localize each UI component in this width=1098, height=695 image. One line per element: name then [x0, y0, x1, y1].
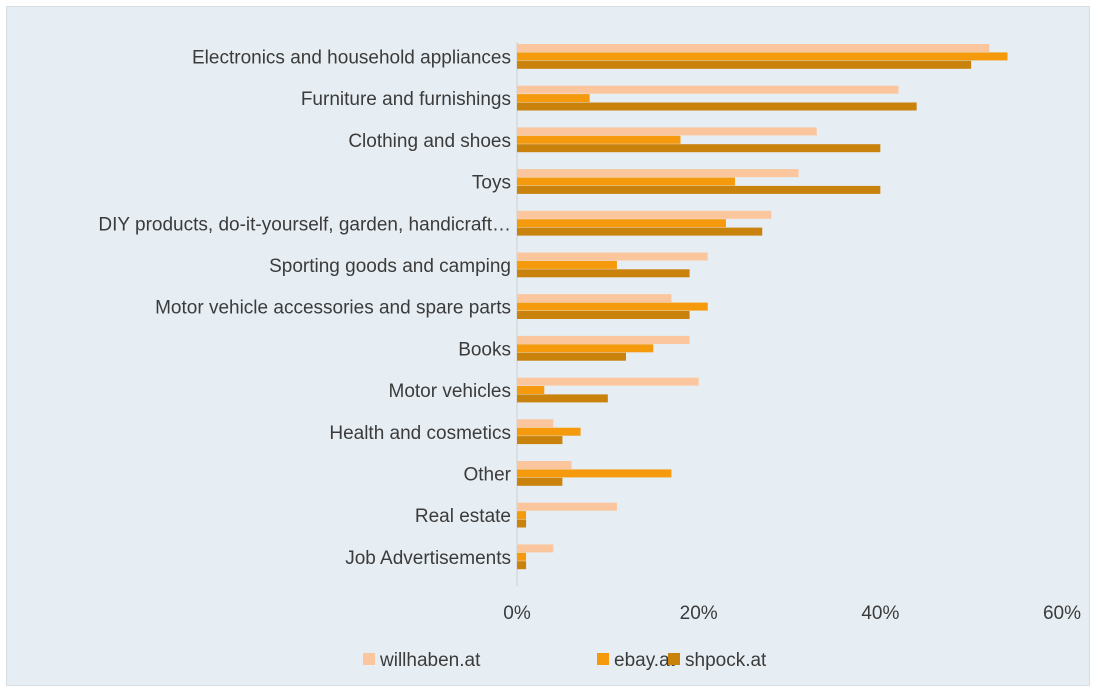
- bar-shpock-at: [517, 394, 608, 403]
- bar-shpock-at: [517, 185, 881, 194]
- bar-willhaben-at: [517, 377, 699, 386]
- bar-ebay-at: [517, 219, 726, 228]
- legend-label: ebay.at: [614, 650, 676, 671]
- bar-willhaben-at: [517, 85, 899, 94]
- bar-ebay-at: [517, 427, 581, 436]
- bar-willhaben-at: [517, 335, 690, 344]
- bar-willhaben-at: [517, 44, 990, 52]
- category-labels: Electronics and household appliances Furn…: [98, 48, 511, 569]
- bar-shpock-at: [517, 311, 690, 319]
- x-tick-label: 60%: [1043, 603, 1081, 624]
- legend-swatch: [363, 653, 375, 665]
- category-label: Clothing and shoes: [348, 131, 511, 152]
- bar-ebay-at: [517, 511, 527, 520]
- legend-swatch: [597, 653, 609, 665]
- bar-shpock-at: [517, 60, 972, 69]
- x-axis-ticks: 0% 20% 40% 60%: [503, 603, 1081, 624]
- bar-ebay-at: [517, 177, 735, 186]
- category-label: DIY products, do-it-yourself, garden, ha…: [98, 214, 511, 235]
- category-label: Other: [463, 465, 511, 486]
- bar-willhaben-at: [517, 210, 772, 219]
- bar-shpock-at: [517, 227, 763, 236]
- bar-shpock-at: [517, 269, 690, 278]
- bar-willhaben-at: [517, 544, 554, 553]
- x-tick-label: 20%: [680, 603, 718, 624]
- category-label: Job Advertisements: [345, 548, 511, 569]
- bar-willhaben-at: [517, 294, 672, 303]
- bar-ebay-at: [517, 135, 681, 144]
- legend-swatch: [668, 653, 680, 665]
- category-label: Sporting goods and camping: [269, 256, 511, 277]
- bar-shpock-at: [517, 436, 563, 445]
- bar-chart: Electronics and household appliances Furn…: [98, 42, 1081, 671]
- bar-willhaben-at: [517, 419, 554, 428]
- bar-ebay-at: [517, 386, 545, 394]
- category-label: Furniture and furnishings: [301, 89, 511, 110]
- bar-willhaben-at: [517, 127, 817, 136]
- bars: [517, 44, 1008, 570]
- bar-ebay-at: [517, 94, 590, 103]
- legend-label: shpock.at: [685, 650, 767, 671]
- x-tick-label: 40%: [861, 603, 899, 624]
- bar-willhaben-at: [517, 252, 708, 261]
- bar-ebay-at: [517, 552, 527, 561]
- bar-shpock-at: [517, 477, 563, 486]
- chart-frame: Electronics and household appliances Furn…: [6, 6, 1090, 686]
- bar-ebay-at: [517, 52, 1008, 61]
- bar-ebay-at: [517, 344, 654, 353]
- bar-shpock-at: [517, 352, 626, 361]
- bar-ebay-at: [517, 469, 672, 478]
- bar-shpock-at: [517, 519, 527, 528]
- bar-willhaben-at: [517, 169, 799, 178]
- bar-ebay-at: [517, 260, 617, 269]
- category-label: Health and cosmetics: [329, 423, 511, 444]
- bar-shpock-at: [517, 561, 527, 570]
- legend-label: willhaben.at: [379, 650, 481, 671]
- category-label: Books: [458, 339, 511, 360]
- bar-shpock-at: [517, 144, 881, 153]
- x-tick-label: 0%: [503, 603, 531, 624]
- category-label: Toys: [472, 173, 511, 194]
- category-label: Motor vehicle accessories and spare part…: [155, 298, 511, 319]
- legend: willhaben.at ebay.at shpock.at: [363, 650, 767, 671]
- bar-willhaben-at: [517, 502, 617, 511]
- category-label: Motor vehicles: [389, 381, 512, 402]
- category-label: Electronics and household appliances: [192, 48, 511, 69]
- bar-ebay-at: [517, 302, 708, 311]
- category-label: Real estate: [415, 506, 511, 527]
- bar-shpock-at: [517, 102, 917, 111]
- bar-willhaben-at: [517, 461, 572, 469]
